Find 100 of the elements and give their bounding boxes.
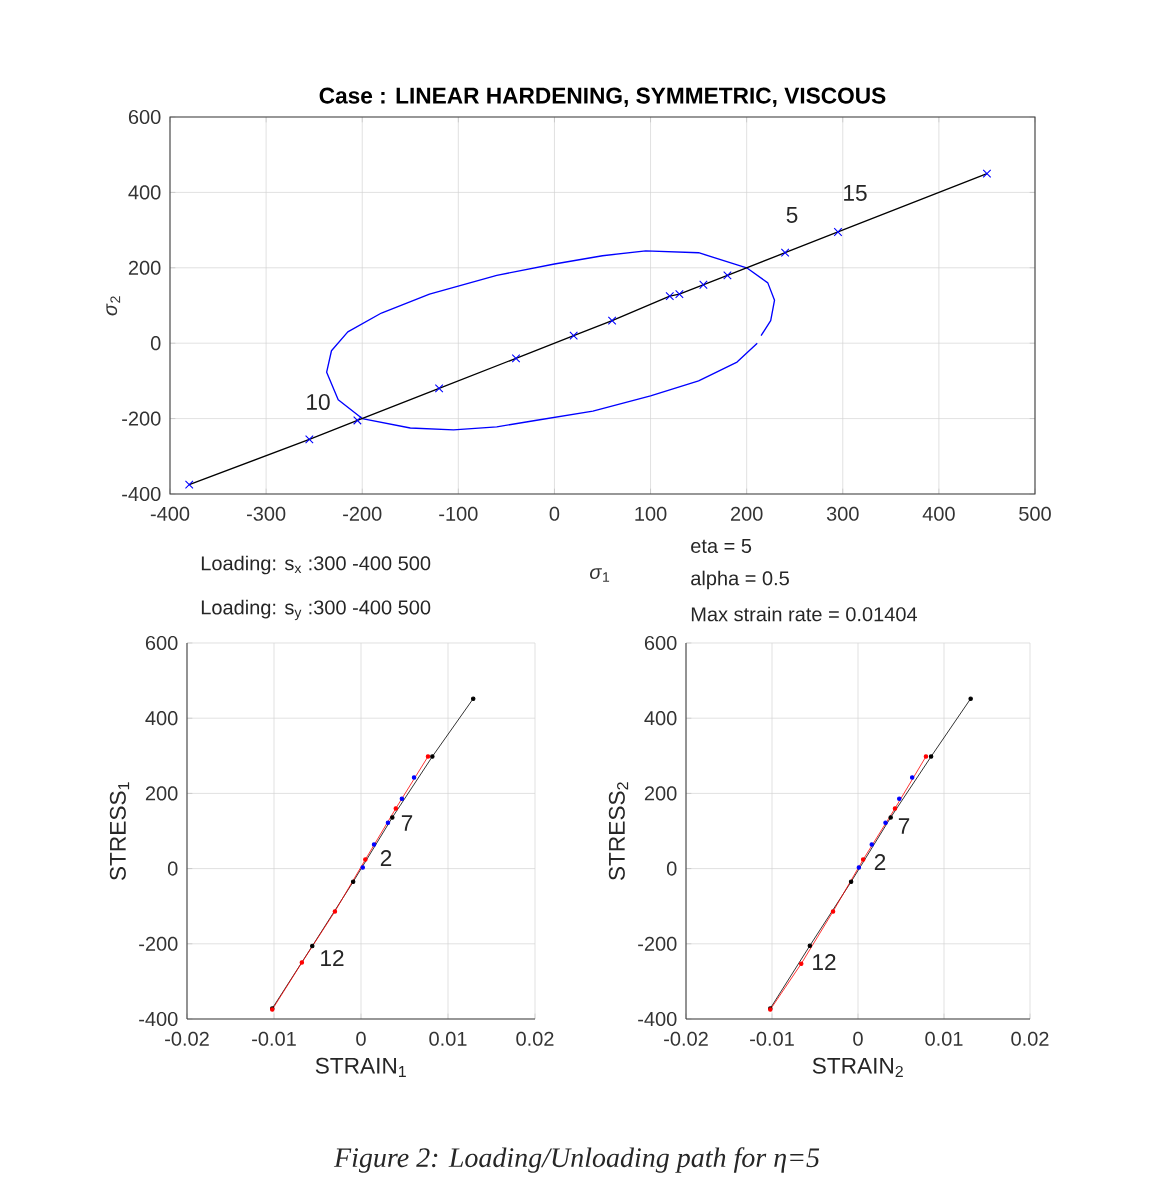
y-tick-label: 0	[167, 861, 178, 876]
y-tick-label: -200	[139, 936, 178, 951]
y-tick-label: -200	[638, 936, 677, 951]
point	[833, 227, 843, 237]
annotation: 15	[844, 185, 867, 201]
point	[928, 754, 934, 759]
point	[425, 754, 431, 759]
x-tick-label: 0.02	[1011, 1031, 1049, 1046]
point	[798, 961, 804, 966]
annotation: 2	[380, 850, 392, 866]
x-tick-label: 0	[549, 506, 560, 521]
y-tick-label: 600	[128, 109, 161, 125]
point	[399, 796, 405, 801]
point	[699, 280, 708, 290]
annotation: 7	[898, 818, 910, 834]
x-tick-label: -0.01	[750, 1031, 794, 1046]
point	[569, 331, 578, 340]
point	[909, 775, 915, 780]
text: Max strain rate = 0.01404	[691, 606, 918, 622]
y-tick-label: -400	[122, 486, 161, 502]
point	[385, 820, 391, 825]
x-tick-label: -200	[343, 506, 382, 521]
y-tick-label: 600	[145, 635, 178, 651]
annotation: 5	[786, 207, 798, 223]
x-tick-label: -300	[246, 506, 286, 521]
y-tick-label: 400	[145, 711, 178, 726]
x-axis-title: σ$_{1}$	[590, 568, 610, 582]
text: eta = 5	[691, 539, 752, 553]
point	[856, 865, 862, 870]
annotation: 7	[401, 815, 413, 831]
y-axis-title: STRESS$_{2}$	[608, 782, 629, 881]
point	[310, 943, 315, 949]
point	[430, 754, 435, 759]
text: Loading: s$_{y}$ :300 -400 500	[201, 599, 431, 621]
text: Loading: s$_{x}$ :300 -400 500	[201, 555, 431, 575]
point	[923, 754, 929, 759]
x-axis-title: STRAIN$_{2}$	[812, 1057, 903, 1077]
point	[511, 353, 521, 363]
x-tick-label: 100	[635, 506, 667, 521]
y-tick-label: -200	[122, 411, 161, 426]
point	[968, 696, 973, 701]
annotation: 10	[307, 393, 330, 411]
x-tick-label: -0.01	[252, 1031, 296, 1046]
y-tick-label: 600	[644, 635, 677, 651]
point	[393, 806, 399, 811]
y-tick-label: 200	[128, 260, 161, 275]
y-tick-label: 400	[128, 185, 161, 200]
caption: Figure 2: Loading/Unloading path for η=5	[333, 1147, 820, 1173]
x-tick-label: 300	[826, 506, 859, 521]
x-tick-label: 0	[356, 1031, 366, 1046]
x-axis-title: STRAIN$_{1}$	[315, 1057, 406, 1077]
point	[607, 316, 617, 325]
point	[888, 815, 893, 820]
point	[305, 435, 314, 444]
point	[830, 909, 836, 914]
point	[982, 169, 992, 178]
point	[883, 820, 888, 825]
y-axis-title: STRESS$_{1}$	[109, 782, 130, 881]
x-tick-label: -100	[439, 506, 478, 521]
point	[723, 271, 732, 280]
point	[371, 842, 377, 847]
point	[860, 857, 866, 862]
x-tick-label: -0.02	[664, 1031, 708, 1046]
annotation: 12	[321, 950, 344, 966]
chart-title: Case : LINEAR HARDENING, SYMMETRIC, VISCOUS	[319, 87, 886, 107]
x-tick-label: 0.01	[429, 1031, 467, 1046]
point	[363, 857, 368, 862]
x-tick-label: 200	[730, 506, 763, 521]
text: alpha = 0.5	[691, 570, 789, 590]
point	[299, 960, 305, 965]
point	[332, 909, 338, 914]
x-tick-label: 400	[922, 506, 955, 521]
point	[780, 248, 790, 258]
point	[434, 384, 444, 393]
y-tick-label: -400	[139, 1011, 178, 1027]
annotation: 12	[813, 954, 836, 970]
point	[411, 775, 417, 780]
x-tick-label: 0	[853, 1031, 863, 1046]
point	[470, 696, 476, 701]
point	[869, 842, 875, 847]
y-tick-label: 400	[644, 711, 677, 726]
y-axis-title: σ$_{2}$	[106, 296, 121, 316]
point	[390, 815, 395, 820]
annotation: 2	[874, 854, 886, 870]
x-tick-label: 0.02	[516, 1031, 554, 1046]
point	[892, 806, 898, 811]
point	[897, 796, 902, 801]
point	[184, 480, 194, 489]
y-tick-label: -400	[638, 1011, 677, 1027]
point	[350, 879, 356, 885]
point	[353, 416, 362, 425]
x-tick-label: 0.01	[925, 1031, 963, 1046]
y-tick-label: 200	[145, 786, 178, 801]
x-tick-label: -0.02	[165, 1031, 209, 1046]
y-tick-label: 0	[666, 861, 677, 876]
point	[848, 879, 854, 885]
y-tick-label: 0	[150, 336, 161, 351]
point	[360, 865, 366, 870]
y-tick-label: 200	[644, 786, 677, 801]
point	[807, 943, 813, 948]
